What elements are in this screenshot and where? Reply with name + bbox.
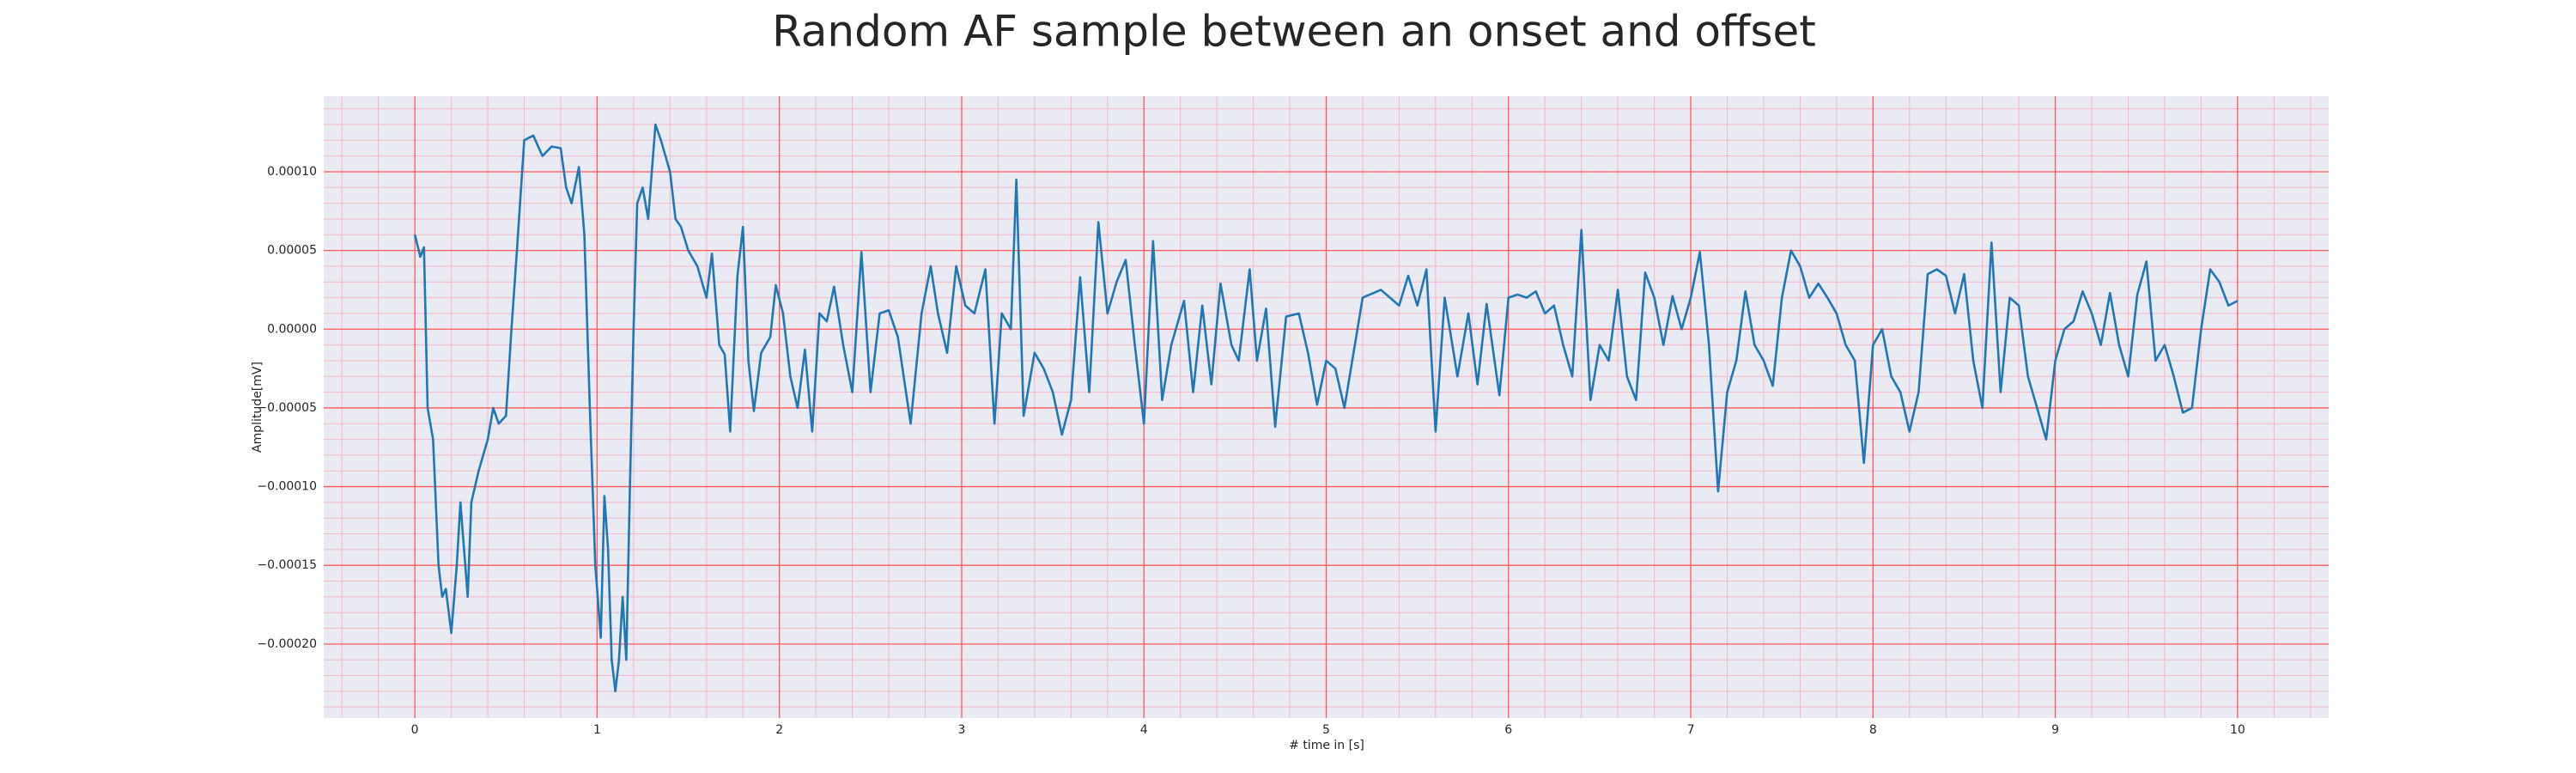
x-tick-label: 7 (1687, 723, 1695, 737)
y-tick-label: −0.00020 (257, 637, 317, 651)
chart-title: Random AF sample between an onset and of… (772, 7, 1816, 57)
x-tick-label: 3 (957, 723, 965, 737)
x-tick-label: 0 (411, 723, 419, 737)
y-axis-label: Amplitude[mV] (251, 362, 264, 453)
y-tick-label: −0.00010 (257, 480, 317, 494)
x-tick-label: 2 (775, 723, 783, 737)
x-tick-label: 1 (593, 723, 601, 737)
x-tick-label: 6 (1504, 723, 1512, 737)
y-tick-label: −0.00005 (257, 401, 317, 415)
signal-line (413, 123, 2239, 693)
y-tick-label: 0.00010 (267, 165, 317, 179)
x-tick-label: 9 (2051, 723, 2059, 737)
y-tick-label: −0.00015 (257, 558, 317, 572)
x-tick-label: 4 (1140, 723, 1148, 737)
x-tick-label: 5 (1322, 723, 1330, 737)
x-axis-label: # time in [s] (1289, 739, 1364, 752)
x-tick-label: 10 (2230, 723, 2245, 737)
x-tick-label: 8 (1869, 723, 1877, 737)
y-tick-label: 0.00000 (267, 322, 317, 336)
y-tick-label: 0.00005 (267, 244, 317, 258)
